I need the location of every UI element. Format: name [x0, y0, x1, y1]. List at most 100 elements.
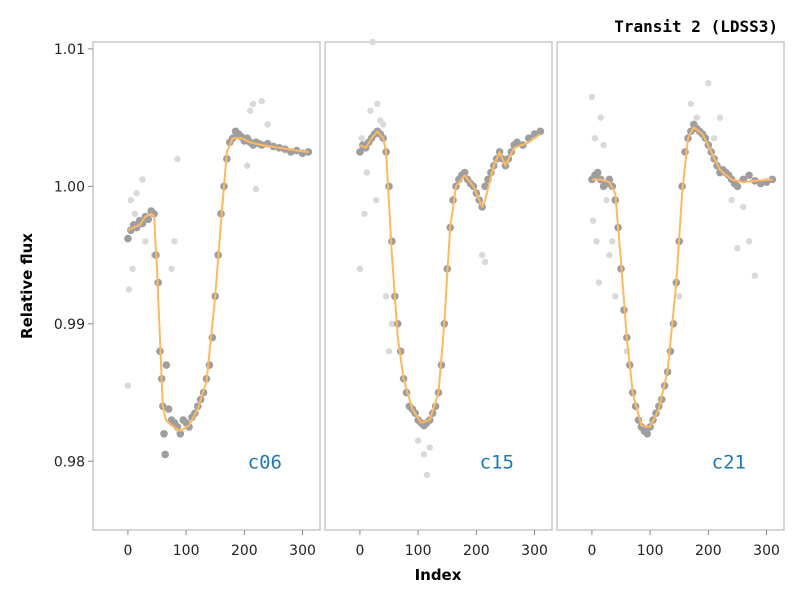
outlier-point: [705, 80, 712, 87]
chart-title: Transit 2 (LDSS3): [614, 17, 778, 36]
outlier-point: [174, 155, 181, 163]
outlier-point: [125, 286, 133, 293]
outlier-point: [589, 217, 597, 224]
data-point: [160, 429, 168, 438]
panel-frame: [92, 41, 321, 531]
panels: c06 0 100 200 300 0.98 0.99 1.00 1.01 c15 0 100 200 3…: [54, 38, 785, 559]
outlier-point: [426, 444, 433, 451]
x-tick-label: 100: [405, 543, 432, 559]
x-tick-label: 0: [587, 543, 596, 559]
model-line: [591, 126, 773, 428]
outlier-point: [369, 38, 376, 46]
outlier-point: [358, 135, 365, 142]
outlier-point: [373, 196, 380, 204]
outlier-point: [606, 251, 613, 259]
outlier-point: [356, 265, 364, 273]
data-point: [162, 361, 171, 369]
outlier-point: [600, 141, 607, 149]
x-tick-label: 100: [637, 543, 664, 559]
outlier-point: [593, 238, 600, 245]
data-point: [513, 138, 521, 147]
data-point: [536, 127, 545, 136]
outlier-point: [249, 100, 257, 108]
outlier-point: [374, 100, 381, 108]
data-point: [733, 182, 742, 191]
data-point: [185, 423, 193, 431]
outlier-point: [597, 114, 604, 121]
outlier-point: [740, 203, 747, 211]
outlier-point: [246, 107, 254, 114]
x-tick-label: 200: [231, 543, 258, 559]
model-line: [359, 130, 541, 424]
x-tick-label: 300: [289, 543, 316, 559]
outlier-point: [693, 114, 700, 121]
outlier-point: [139, 176, 146, 183]
outlier-point: [363, 169, 371, 176]
x-tick-label: 0: [123, 543, 132, 559]
outlier-point: [168, 265, 175, 273]
outlier-point: [676, 293, 683, 300]
outlier-point: [588, 93, 596, 101]
outlier-point: [716, 114, 724, 121]
y-tick-label: 1.01: [54, 42, 85, 58]
model-line: [127, 137, 309, 432]
outlier-point: [380, 121, 387, 128]
outlier-point: [710, 135, 718, 142]
outlier-point: [751, 272, 759, 279]
x-tick-label: 200: [695, 543, 722, 559]
panel-c21: c21 0 100 200 300: [556, 41, 785, 559]
outlier-point: [264, 121, 271, 128]
outlier-point: [142, 238, 149, 245]
outlier-point: [129, 265, 136, 273]
panel-frame: [324, 41, 553, 531]
outlier-point: [124, 382, 132, 389]
outlier-point: [591, 135, 599, 142]
outlier-point: [131, 210, 139, 218]
data-point: [124, 234, 132, 243]
x-tick-label: 200: [463, 543, 490, 559]
outlier-point: [423, 471, 431, 479]
data-point: [144, 215, 153, 224]
outlier-point: [133, 190, 140, 197]
data-point: [164, 405, 173, 413]
outlier-point: [367, 107, 374, 114]
panel-frame: [556, 41, 785, 531]
panel-label: c15: [480, 451, 514, 473]
data-point: [460, 168, 469, 177]
data-point: [643, 429, 652, 438]
outlier-point: [728, 196, 735, 204]
outlier-point: [361, 210, 368, 218]
panel-label: c06: [248, 451, 282, 473]
outlier-point: [244, 162, 251, 169]
outlier-point: [388, 320, 396, 328]
outlier-point: [478, 251, 486, 259]
x-tick-label: 300: [753, 543, 780, 559]
outlier-point: [734, 244, 741, 252]
y-axis-label: Relative flux: [18, 233, 36, 339]
data-point: [593, 168, 602, 177]
data-point: [481, 182, 489, 191]
outlier-point: [127, 196, 135, 204]
outlier-point: [171, 238, 178, 245]
panel-label: c21: [712, 451, 746, 473]
y-tick-label: 0.99: [54, 317, 85, 333]
outlier-point: [609, 238, 616, 245]
outlier-point: [420, 451, 428, 458]
data-point: [356, 148, 364, 156]
x-tick-label: 300: [521, 543, 548, 559]
outlier-point: [687, 100, 695, 108]
panel-c06: c06 0 100 200 300 0.98 0.99 1.00 1.01: [54, 41, 321, 559]
outlier-point: [481, 258, 489, 266]
outlier-point: [414, 437, 422, 444]
data-point: [161, 450, 169, 459]
outlier-point: [595, 279, 603, 286]
outlier-point: [258, 97, 265, 105]
outlier-point: [252, 185, 260, 193]
y-tick-label: 1.00: [54, 179, 85, 195]
data-point: [756, 179, 765, 188]
outlier-point: [612, 293, 619, 300]
outlier-point: [385, 348, 393, 355]
x-tick-label: 100: [173, 543, 200, 559]
data-point: [138, 219, 147, 228]
